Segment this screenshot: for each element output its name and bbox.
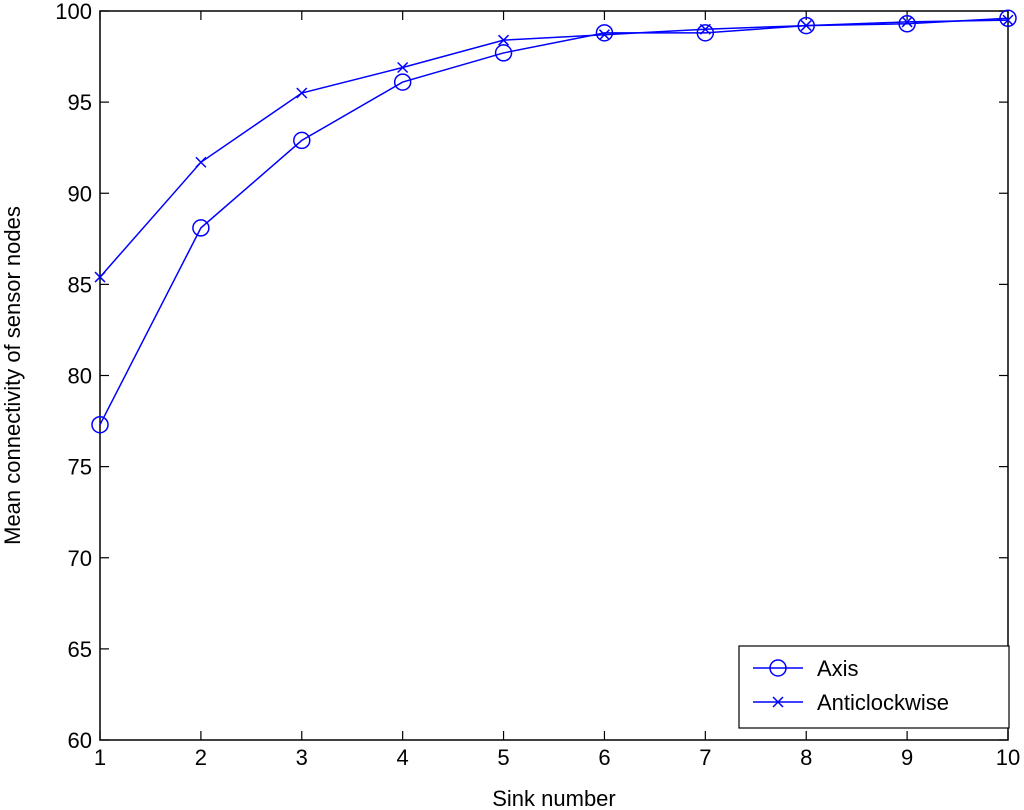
x-tick-label: 10: [996, 745, 1020, 770]
data-point-anticlockwise: [397, 61, 409, 74]
y-tick-label: 90: [68, 181, 92, 206]
data-point-axis: [595, 24, 614, 42]
data-point-axis: [293, 131, 311, 150]
series-line-axis: [99, 17, 1009, 426]
data-point-anticlockwise: [94, 271, 106, 283]
legend-label: Axis: [817, 656, 859, 681]
data-point-anticlockwise: [699, 23, 711, 35]
data-point-anticlockwise: [901, 16, 913, 28]
data-point-anticlockwise: [296, 87, 308, 99]
plot-frame: [99, 10, 1009, 741]
series-line-anticlockwise: [99, 19, 1009, 278]
data-point-anticlockwise: [1002, 14, 1014, 26]
x-tick-label: 6: [598, 745, 610, 770]
plot-area: [99, 10, 1009, 741]
legend-label: Anticlockwise: [817, 690, 949, 715]
y-tick-label: 65: [68, 637, 92, 662]
data-point-anticlockwise: [195, 156, 207, 168]
legend-box: [738, 645, 1010, 729]
data-point-axis: [494, 44, 513, 62]
y-tick-label: 60: [68, 728, 92, 753]
data-point-axis: [696, 24, 715, 42]
x-tick-label: 5: [497, 745, 509, 770]
y-axis-label: Mean connectivity of sensor nodes: [0, 206, 25, 545]
x-tick-label: 3: [296, 745, 308, 770]
y-tick-label: 100: [55, 0, 92, 24]
legend-marker: [772, 696, 784, 708]
legend-marker: [769, 659, 787, 677]
data-point-axis: [999, 9, 1017, 28]
x-tick-label: 8: [800, 745, 812, 770]
x-tick-label: 2: [195, 745, 207, 770]
data-point-axis: [393, 73, 412, 91]
x-tick-label: 9: [901, 745, 913, 770]
y-tick-label: 80: [68, 364, 92, 389]
y-tick-label: 75: [68, 455, 92, 480]
legend-entry: Axis: [753, 656, 859, 681]
data-point-anticlockwise: [498, 34, 510, 46]
data-point-axis: [898, 15, 916, 33]
series-group: [91, 9, 1017, 434]
data-point-axis: [91, 415, 109, 434]
x-tick-label: 4: [397, 745, 409, 770]
series-anticlockwise: [94, 14, 1014, 283]
data-point-axis: [192, 219, 210, 237]
x-tick-label: 7: [699, 745, 711, 770]
y-tick-label: 70: [68, 546, 92, 571]
x-axis-label: Sink number: [492, 786, 616, 810]
legend-entry: Anticlockwise: [753, 690, 949, 715]
x-tick-label: 1: [94, 745, 106, 770]
data-point-anticlockwise: [598, 29, 610, 41]
series-axis: [91, 9, 1017, 434]
axis-ticks: 1 2 3 4 5 6 7 8 9 10 60 65 70 75 80 85 90 95 100: [55, 0, 1020, 770]
legend: Axis Anticlockwise: [738, 645, 1010, 729]
y-tick-label: 95: [68, 90, 92, 115]
y-tick-label: 85: [68, 272, 92, 297]
data-point-anticlockwise: [800, 20, 812, 32]
